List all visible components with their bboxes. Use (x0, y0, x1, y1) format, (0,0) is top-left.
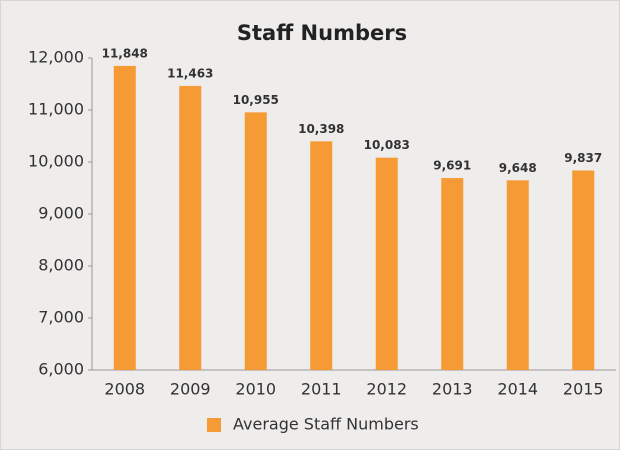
bar (244, 112, 267, 370)
bar (179, 85, 202, 370)
value-label: 11,463 (167, 66, 213, 80)
x-tick-label: 2009 (170, 380, 211, 399)
x-tick-label: 2011 (301, 380, 342, 399)
bar (310, 141, 333, 370)
value-label: 11,848 (102, 46, 148, 60)
legend-swatch (207, 418, 221, 432)
value-label: 9,837 (564, 151, 602, 165)
x-tick-label: 2014 (497, 380, 538, 399)
value-label: 10,083 (364, 138, 410, 152)
value-label: 9,648 (499, 161, 537, 175)
bar (441, 178, 464, 370)
x-tick-label: 2012 (366, 380, 407, 399)
x-tick-label: 2010 (235, 380, 276, 399)
bar (113, 65, 136, 371)
y-tick-label: 10,000 (28, 152, 84, 171)
legend-label: Average Staff Numbers (233, 415, 419, 434)
y-tick-label: 8,000 (38, 256, 84, 275)
x-tick-label: 2013 (432, 380, 473, 399)
y-tick-label: 11,000 (28, 100, 84, 119)
y-tick-label: 7,000 (38, 308, 84, 327)
value-label: 10,955 (233, 93, 279, 107)
bar (572, 170, 595, 370)
y-tick-label: 9,000 (38, 204, 84, 223)
bar (506, 180, 529, 370)
y-tick-label: 12,000 (28, 48, 84, 67)
chart-title: Staff Numbers (237, 21, 407, 45)
bar (375, 157, 398, 370)
value-label: 9,691 (433, 159, 471, 173)
value-label: 10,398 (298, 122, 344, 136)
y-tick-label: 6,000 (38, 360, 84, 379)
x-tick-label: 2008 (104, 380, 145, 399)
x-tick-label: 2015 (563, 380, 604, 399)
